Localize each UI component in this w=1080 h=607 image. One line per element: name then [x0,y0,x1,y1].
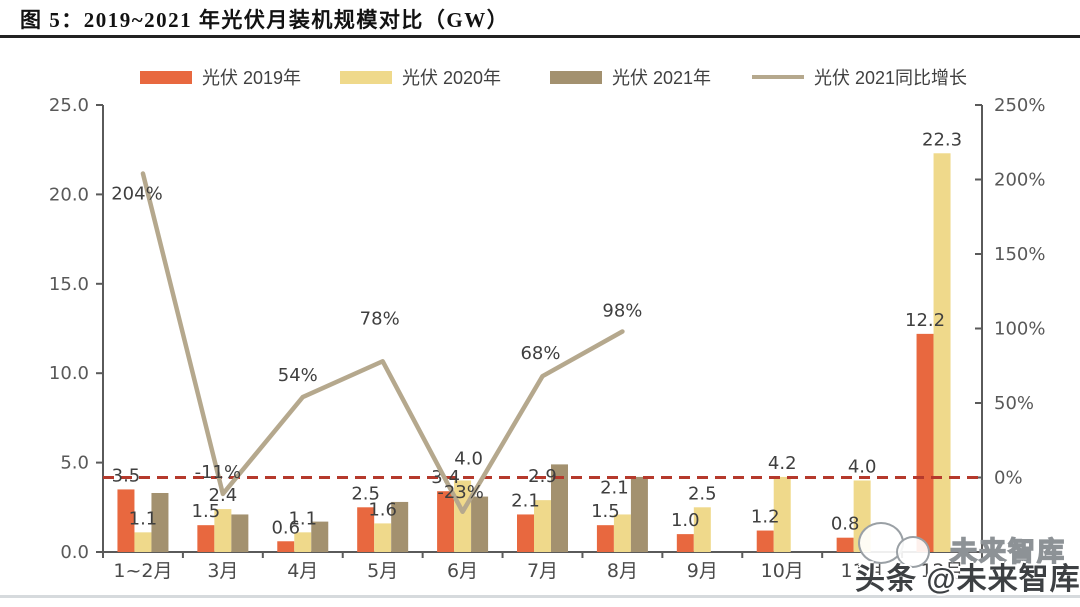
bar-label-光伏 2020年-12月: 22.3 [922,129,962,150]
watermark-logo-icon [896,536,930,568]
left-axis-tick-label: 20.0 [49,184,89,205]
growth-line [140,171,625,515]
bar-光伏 2020年-6月 [454,480,472,552]
growth-label-6月: -23% [437,482,484,503]
right-axis-tick-label: 250% [994,95,1045,116]
bar-光伏 2020年-8月 [613,514,631,552]
bar-label-光伏 2019年-8月: 1.5 [591,501,620,522]
bar-光伏 2019年-3月 [197,525,215,552]
bar-label-光伏 2020年-6月: 4.0 [454,448,483,469]
left-axis-tick-label: 25.0 [49,95,89,116]
bar-光伏 2019年-5月 [357,507,375,552]
growth-label-7月: 68% [520,343,560,364]
growth-label-5月: 78% [360,308,400,329]
right-axis-tick-label: 200% [994,170,1045,191]
bar-label-光伏 2019年-12月: 12.2 [905,310,945,331]
bar-光伏 2019年-11月 [836,537,854,552]
left-axis-tick-label: 0.0 [60,542,89,563]
x-axis-label: 10月 [761,560,804,582]
bar-光伏 2020年-9月 [693,507,711,552]
growth-label-4月: 54% [278,365,318,386]
x-axis-label: 4月 [287,560,318,582]
x-axis-label: 9月 [687,560,718,582]
bar-label-光伏 2019年-3月: 1.5 [192,501,221,522]
bar-光伏 2021年-6月 [471,496,489,552]
bar-光伏 2019年-8月 [596,525,614,552]
bar-label-光伏 2019年-4月: 0.6 [271,517,300,538]
x-axis-label: 5月 [367,560,398,582]
right-axis-tick-label: 0% [994,468,1023,489]
bar-光伏 2021年-4月 [311,521,329,552]
bar-label-光伏 2020年-4月: 1.1 [288,508,317,529]
x-axis-label: 3月 [207,560,238,582]
right-axis-tick-label: 100% [994,319,1045,340]
bar-label-光伏 2019年-7月: 2.1 [511,490,540,511]
legend-item-2: 光伏 2021年 [550,66,711,88]
bar-label-光伏 2020年-11月: 4.0 [848,456,877,477]
x-axis-label: 1~2月 [113,560,172,582]
growth-label-8月: 98% [602,300,642,321]
bar-光伏 2019年-12月 [916,333,934,552]
bottom-divider [0,595,1080,598]
legend-line-swatch-3 [752,75,804,79]
legend-label-0: 光伏 2019年 [202,68,302,88]
growth-label-3月: -11% [195,462,242,483]
left-axis-tick-label: 10.0 [49,363,89,384]
legend-swatch-2 [550,70,602,84]
legend-item-3: 光伏 2021同比增长 [752,66,967,88]
bar-label-光伏 2019年-5月: 2.5 [351,483,380,504]
bar-光伏 2019年-7月 [517,514,534,552]
left-axis-tick-label: 5.0 [60,453,89,474]
bar-label-光伏 2020年-9月: 2.5 [688,483,717,504]
x-axis-label: 7月 [527,560,558,582]
legend-swatch-1 [340,70,392,84]
left-axis-tick-label: 15.0 [49,274,89,295]
watermark-main-text: 头条 @未来智库 [855,563,1080,596]
bar-label-光伏 2020年-1~2月: 1.1 [129,508,158,529]
bar-光伏 2019年-6月 [437,491,455,552]
bar-光伏 2021年-7月 [551,464,568,552]
x-axis-label: 6月 [447,560,478,582]
growth-label-1~2月: 204% [111,184,162,205]
bar-label-光伏 2020年-8月: 2.1 [600,477,629,498]
bar-光伏 2020年-7月 [534,500,551,552]
bar-光伏 2020年-5月 [374,523,392,552]
bar-label-光伏 2020年-7月: 2.9 [528,466,557,487]
legend-swatch-0 [140,70,192,84]
bar-光伏 2019年-4月 [277,541,295,552]
legend-item-1: 光伏 2020年 [340,66,501,88]
x-axis-label: 12月 [920,560,963,582]
bar-label-光伏 2020年-5月: 1.6 [368,499,397,520]
bar-label-光伏 2019年-1~2月: 3.5 [112,465,141,486]
figure-title: 图 5：2019~2021 年光伏月装机规模对比（GW） [20,8,510,32]
bar-label-光伏 2019年-10月: 1.2 [751,507,780,528]
legend-label-2: 光伏 2021年 [612,68,712,88]
legend-item-0: 光伏 2019年 [140,66,301,88]
watermark-ghost-text: 未来智库 [949,536,1066,568]
right-axis-tick-label: 150% [994,244,1045,265]
bar-光伏 2020年-10月 [773,476,791,552]
title-underline [0,35,1080,38]
bar-光伏 2019年-9月 [676,534,694,552]
x-axis-label: 8月 [607,560,638,582]
bar-label-光伏 2019年-9月: 1.0 [671,510,700,531]
legend-label-1: 光伏 2020年 [402,68,502,88]
bar-光伏 2019年-10月 [756,530,774,552]
x-axis-label: 11月 [841,560,884,582]
legend-label-3: 光伏 2021同比增长 [814,68,968,88]
bar-光伏 2020年-1~2月 [134,532,152,552]
bar-label-光伏 2020年-10月: 4.2 [768,453,797,474]
bar-光伏 2020年-3月 [214,509,232,552]
bar-label-光伏 2019年-11月: 0.8 [831,514,860,535]
bar-光伏 2019年-1~2月 [117,489,135,552]
bar-光伏 2021年-1~2月 [151,492,169,552]
bar-光伏 2021年-3月 [231,514,249,552]
right-axis-tick-label: 50% [994,393,1034,414]
bar-光伏 2021年-5月 [391,501,409,552]
bar-光伏 2021年-8月 [630,476,648,552]
bar-光伏 2020年-4月 [294,532,312,552]
bar-光伏 2020年-12月 [933,153,951,552]
